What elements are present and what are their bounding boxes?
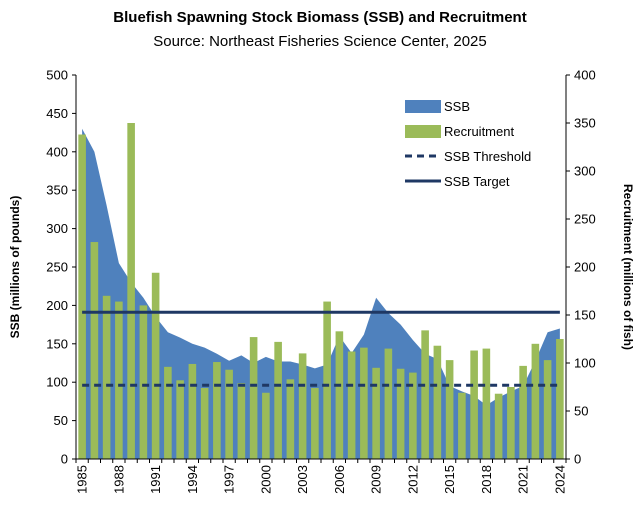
recruitment-bar-1992 bbox=[164, 366, 172, 459]
y-left-tick-label-150: 150 bbox=[46, 336, 68, 351]
recruitment-bar-2018 bbox=[482, 348, 491, 459]
y-left-tick-label-0: 0 bbox=[61, 452, 68, 467]
recruitment-bar-2023 bbox=[543, 360, 552, 459]
y-left-tick-label-500: 500 bbox=[46, 68, 68, 83]
recruitment-bar-1999 bbox=[249, 337, 258, 459]
recruitment-bar-2014 bbox=[433, 345, 442, 459]
y-right-tick-label-250: 250 bbox=[574, 212, 596, 227]
recruitment-bar-1994 bbox=[188, 363, 197, 459]
recruitment-bar-1990 bbox=[139, 305, 148, 459]
y-left-tick-label-50: 50 bbox=[54, 413, 68, 428]
recruitment-bar-2016 bbox=[458, 392, 466, 459]
recruitment-bar-2015 bbox=[445, 360, 454, 459]
y-left-tick-label-350: 350 bbox=[46, 183, 68, 198]
recruitment-bar-2003 bbox=[298, 353, 307, 459]
y-left-tick-label-200: 200 bbox=[46, 298, 68, 313]
recruitment-bar-2004 bbox=[311, 387, 319, 459]
y-right-tick-label-350: 350 bbox=[574, 116, 596, 131]
y-right-tick-label-200: 200 bbox=[574, 260, 596, 275]
x-tick-label-1997: 1997 bbox=[222, 465, 237, 494]
recruitment-bar-2006 bbox=[335, 331, 344, 459]
recruitment-bar-1988 bbox=[115, 301, 123, 459]
y-right-tick-label-400: 400 bbox=[574, 68, 596, 83]
axes: 0 50 100 150 200 250 300 350 400 450 500 0 50 100 150 2… bbox=[46, 68, 595, 494]
recruitment-bar-1998 bbox=[237, 383, 246, 459]
recruitment-bar-2021 bbox=[519, 365, 527, 459]
x-tick-label-2003: 2003 bbox=[295, 465, 310, 494]
recruitment-bar-1993 bbox=[176, 380, 184, 459]
legend-label-ssb-target: SSB Target bbox=[444, 174, 510, 189]
recruitment-bar-2005 bbox=[323, 301, 331, 459]
recruitment-bar-1986 bbox=[90, 242, 99, 459]
recruitment-bar-2009 bbox=[372, 367, 380, 459]
recruitment-bar-1987 bbox=[102, 295, 111, 459]
recruitment-bar-2000 bbox=[262, 392, 270, 459]
y-left-tick-label-250: 250 bbox=[46, 260, 68, 275]
x-tick-label-2018: 2018 bbox=[479, 465, 494, 494]
x-tick-label-2024: 2024 bbox=[552, 465, 567, 494]
y-axis-left-title: SSB (millions of pounds) bbox=[8, 196, 22, 339]
y-right-tick-label-300: 300 bbox=[574, 164, 596, 179]
x-tick-label-2015: 2015 bbox=[442, 465, 457, 494]
recruitment-bar-2024 bbox=[556, 339, 564, 459]
recruitment-bar-2001 bbox=[274, 341, 282, 459]
y-right-tick-label-100: 100 bbox=[574, 356, 596, 371]
y-left-tick-label-450: 450 bbox=[46, 106, 68, 121]
y-right-tick-label-50: 50 bbox=[574, 404, 588, 419]
y-axis-right-title: Recruitment (millions of fish) bbox=[621, 184, 635, 350]
recruitment-bar-1985 bbox=[78, 134, 86, 459]
x-tick-label-1985: 1985 bbox=[75, 465, 90, 494]
recruitment-bar-2013 bbox=[421, 330, 429, 459]
recruitment-bar-2017 bbox=[470, 350, 478, 459]
chart-title: Bluefish Spawning Stock Biomass (SSB) an… bbox=[113, 9, 526, 26]
legend-label-recruitment: Recruitment bbox=[444, 124, 514, 139]
x-tick-label-2006: 2006 bbox=[332, 465, 347, 494]
recruitment-bar-1991 bbox=[151, 272, 160, 459]
recruitment-bar-2022 bbox=[531, 343, 540, 459]
recruitment-bar-1997 bbox=[225, 369, 233, 459]
y-left-tick-label-400: 400 bbox=[46, 144, 68, 159]
x-tick-label-2021: 2021 bbox=[516, 465, 531, 494]
recruitment-bar-2008 bbox=[360, 347, 368, 459]
recruitment-bar-2002 bbox=[286, 379, 295, 459]
x-tick-label-2009: 2009 bbox=[369, 465, 384, 494]
x-tick-label-2012: 2012 bbox=[405, 465, 420, 494]
chart-subtitle: Source: Northeast Fisheries Science Cent… bbox=[153, 33, 487, 50]
legend-swatch-ssb bbox=[405, 100, 441, 113]
recruitment-bar-2019 bbox=[494, 393, 503, 459]
y-right-tick-label-150: 150 bbox=[574, 308, 596, 323]
x-tick-label-1994: 1994 bbox=[185, 465, 200, 494]
recruitment-bar-2020 bbox=[507, 387, 515, 459]
legend-label-ssb-threshold: SSB Threshold bbox=[444, 149, 531, 164]
legend-label-ssb: SSB bbox=[444, 99, 470, 114]
legend: SSB Recruitment SSB Threshold SSB Target bbox=[405, 99, 531, 189]
y-right-tick-label-0: 0 bbox=[574, 452, 581, 467]
recruitment-bar-2010 bbox=[384, 348, 393, 459]
x-tick-label-1991: 1991 bbox=[148, 465, 163, 494]
legend-swatch-recruitment bbox=[405, 125, 441, 138]
recruitment-bar-1995 bbox=[200, 387, 209, 459]
recruitment-bar-2012 bbox=[409, 372, 417, 459]
recruitment-bar-1989 bbox=[127, 123, 135, 459]
recruitment-bar-2007 bbox=[347, 351, 356, 459]
recruitment-bar-2011 bbox=[396, 368, 405, 459]
recruitment-bar-1996 bbox=[213, 362, 221, 459]
y-left-tick-label-100: 100 bbox=[46, 375, 68, 390]
plot-area bbox=[78, 123, 564, 459]
y-left-tick-label-300: 300 bbox=[46, 221, 68, 236]
x-tick-label-2000: 2000 bbox=[258, 465, 273, 494]
x-tick-label-1988: 1988 bbox=[111, 465, 126, 494]
